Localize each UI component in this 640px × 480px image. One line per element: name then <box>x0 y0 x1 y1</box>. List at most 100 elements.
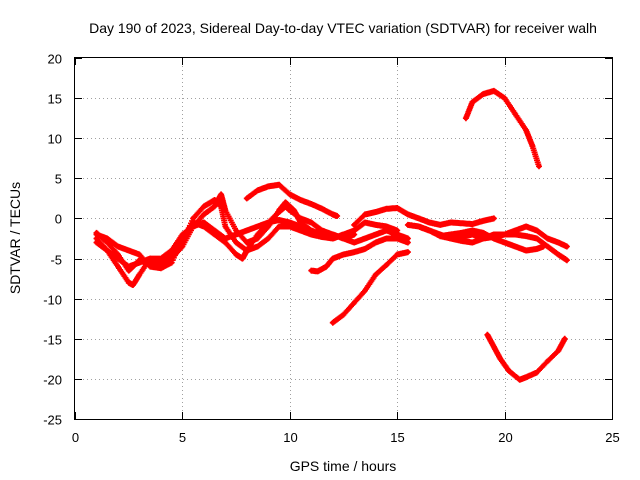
series-track-6 <box>308 235 411 275</box>
x-tick-label: 20 <box>498 430 512 445</box>
data-point <box>405 240 411 245</box>
data-point <box>523 127 529 133</box>
data-point <box>298 224 303 229</box>
data-point <box>373 272 379 277</box>
data-point <box>523 224 529 229</box>
data-point <box>137 252 142 257</box>
data-point <box>351 228 357 233</box>
data-point <box>416 224 422 229</box>
data-point <box>448 232 454 237</box>
data-point <box>169 248 175 253</box>
data-point <box>448 220 454 225</box>
axis-ticks: 0 5 10 15 20 25 -25 -20 -15 -10 -5 0 5 10 15 20 <box>43 52 620 446</box>
data-point <box>555 252 561 257</box>
data-point <box>240 256 245 261</box>
data-point <box>491 236 497 241</box>
data-point <box>212 204 218 209</box>
data-point <box>233 252 239 257</box>
data-point <box>126 248 132 253</box>
data-point <box>212 228 218 233</box>
data-point <box>180 232 185 237</box>
data-point <box>497 356 503 362</box>
data-point <box>405 222 411 228</box>
data-point <box>545 358 550 364</box>
data-point <box>470 240 475 245</box>
data-point <box>394 252 400 257</box>
data-point <box>555 348 561 354</box>
data-point <box>308 201 314 207</box>
data-point <box>502 232 507 237</box>
data-point <box>104 236 110 241</box>
data-point <box>218 192 224 197</box>
data-point <box>351 300 357 306</box>
data-point <box>536 163 542 169</box>
data-point <box>523 233 529 239</box>
data-point <box>223 236 228 241</box>
data-point <box>323 264 329 269</box>
data-point <box>530 143 535 149</box>
data-point <box>480 230 486 236</box>
data-point <box>491 88 497 94</box>
data-point <box>384 236 389 241</box>
data-point <box>351 222 357 228</box>
data-point <box>373 222 379 228</box>
data-point <box>373 209 379 215</box>
data-point <box>416 216 422 221</box>
data-point <box>480 91 486 97</box>
data-point <box>319 234 325 240</box>
data-point <box>362 236 368 241</box>
x-axis-label: GPS time / hours <box>290 458 397 474</box>
data-point <box>276 217 282 223</box>
data-point <box>298 216 303 221</box>
data-point <box>233 240 239 245</box>
data-point <box>244 228 250 233</box>
data-point <box>315 269 321 274</box>
data-point <box>394 205 400 211</box>
data-point <box>459 220 464 226</box>
data-point <box>470 228 475 233</box>
data-point <box>308 268 314 273</box>
y-tick-label: -5 <box>50 253 62 268</box>
plot-area <box>93 87 570 383</box>
data-point <box>562 336 568 342</box>
data-point <box>330 236 336 241</box>
data-point <box>362 212 368 217</box>
y-tick-label: 0 <box>55 212 62 227</box>
data-point <box>512 244 518 249</box>
data-point <box>384 262 389 268</box>
data-point <box>287 220 293 225</box>
x-tick-label: 5 <box>179 430 186 445</box>
data-point <box>540 244 546 249</box>
data-point <box>480 218 486 224</box>
data-point <box>373 232 379 237</box>
data-point <box>104 248 110 253</box>
data-point <box>158 256 164 261</box>
data-point <box>255 188 260 193</box>
data-point <box>405 212 411 217</box>
data-point <box>506 368 512 374</box>
data-point <box>491 344 497 350</box>
data-point <box>319 206 325 212</box>
data-point <box>459 230 464 236</box>
data-point <box>534 236 540 241</box>
data-point <box>94 232 99 237</box>
data-point <box>480 236 486 241</box>
data-point <box>265 236 271 241</box>
data-point <box>463 115 469 121</box>
data-point <box>287 192 293 197</box>
data-point <box>534 246 540 252</box>
data-point <box>158 265 164 271</box>
data-point <box>523 374 529 380</box>
y-tick-label: 15 <box>48 92 62 107</box>
series-markers <box>415 223 570 264</box>
data-point <box>137 260 142 265</box>
data-point <box>283 204 288 209</box>
data-point <box>427 220 432 225</box>
data-point <box>512 111 518 117</box>
plot-frame <box>74 57 613 420</box>
data-point <box>130 282 136 288</box>
data-point <box>223 224 228 229</box>
data-point <box>244 240 250 245</box>
y-tick-label: 20 <box>48 52 62 67</box>
data-point <box>523 248 529 253</box>
